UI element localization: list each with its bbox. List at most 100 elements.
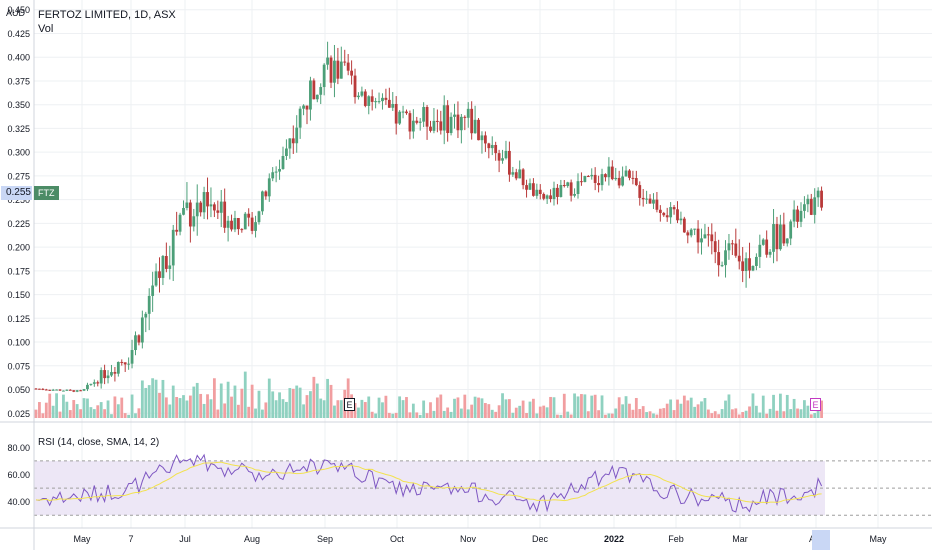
volume-bar bbox=[322, 400, 326, 418]
rsi-band bbox=[34, 460, 825, 516]
candle-body bbox=[391, 103, 395, 108]
volume-bar bbox=[779, 393, 782, 418]
candle-body bbox=[346, 62, 350, 71]
volume-bar bbox=[617, 397, 621, 418]
volume-bar bbox=[538, 406, 542, 418]
volume-bar bbox=[607, 413, 611, 418]
volume-bar bbox=[168, 404, 172, 418]
volume-bar bbox=[456, 397, 460, 418]
volume-bar bbox=[439, 394, 443, 418]
volume-bar bbox=[504, 399, 508, 418]
volume-bar bbox=[477, 397, 480, 418]
volume-bar bbox=[679, 403, 683, 418]
volume-bar bbox=[394, 412, 398, 418]
candle-body bbox=[394, 103, 398, 124]
volume-bar bbox=[161, 379, 165, 418]
symbol-tag: FTZ bbox=[34, 186, 59, 200]
volume-bar bbox=[267, 378, 271, 418]
volume-bar bbox=[734, 408, 738, 418]
candle-body bbox=[147, 295, 151, 314]
volume-bar bbox=[658, 408, 662, 418]
volume-bar bbox=[490, 409, 494, 418]
candle-body bbox=[532, 183, 535, 196]
volume-bar bbox=[580, 394, 583, 418]
candle-body bbox=[360, 91, 364, 96]
volume-bar bbox=[377, 397, 381, 418]
candle-body bbox=[264, 191, 268, 197]
volume-bar bbox=[562, 393, 566, 418]
volume-bar bbox=[621, 404, 625, 418]
volume-bar bbox=[271, 391, 275, 418]
candle-body bbox=[418, 121, 422, 123]
volume-bar bbox=[669, 399, 673, 418]
rsi-ma-line bbox=[35, 461, 822, 504]
volume-bar bbox=[782, 411, 786, 418]
candle-body bbox=[99, 370, 103, 384]
candle-body bbox=[772, 224, 775, 252]
candle-body bbox=[456, 114, 460, 131]
volume-bar bbox=[542, 405, 546, 418]
volume-bar bbox=[144, 387, 148, 418]
volume-bar bbox=[123, 413, 127, 418]
candle-body bbox=[353, 75, 357, 98]
volume-bar bbox=[569, 414, 573, 418]
earnings-upcoming-marker[interactable]: E bbox=[810, 398, 821, 411]
candle-body bbox=[782, 224, 786, 244]
candle-body bbox=[446, 105, 450, 134]
volume-bar bbox=[401, 400, 405, 418]
volume-bar bbox=[134, 413, 137, 418]
price-tick-label: 0.425 bbox=[7, 29, 30, 39]
time-tick-label: Aug bbox=[244, 534, 260, 544]
volume-bar bbox=[333, 405, 336, 418]
grid-lines bbox=[34, 0, 932, 528]
candle-body bbox=[562, 185, 566, 187]
volume-bar bbox=[785, 394, 789, 418]
volume-bar bbox=[243, 371, 247, 418]
volume-bar bbox=[638, 409, 642, 418]
volume-bar bbox=[576, 396, 580, 418]
earnings-event-marker[interactable]: E bbox=[344, 398, 355, 411]
candle-body bbox=[425, 106, 429, 127]
candle-body bbox=[549, 195, 552, 199]
candle-body bbox=[254, 222, 257, 231]
candle-body bbox=[648, 198, 652, 204]
volume-bar bbox=[816, 406, 820, 418]
volume-bar bbox=[727, 394, 731, 418]
candle-body bbox=[717, 252, 721, 266]
volume-bar bbox=[113, 396, 117, 418]
price-tick-label: 0.125 bbox=[7, 314, 30, 324]
volume-bar bbox=[398, 396, 402, 418]
volume-bar bbox=[422, 400, 426, 418]
volume-bar bbox=[425, 413, 429, 418]
candle-body bbox=[202, 192, 206, 213]
volume-bar bbox=[761, 395, 765, 418]
candle-body bbox=[261, 191, 264, 212]
volume-bar bbox=[473, 396, 477, 418]
volume-bar bbox=[188, 395, 192, 418]
candle-body bbox=[765, 239, 769, 255]
candle-body bbox=[199, 202, 203, 213]
volume-bar bbox=[278, 392, 281, 418]
candle-body bbox=[442, 105, 446, 131]
volume-bar bbox=[288, 388, 292, 418]
volume-bar bbox=[418, 414, 422, 418]
volume-bar bbox=[429, 402, 432, 418]
candle-body bbox=[164, 255, 168, 269]
candle-body bbox=[405, 111, 408, 114]
time-tick-label: Sep bbox=[317, 534, 333, 544]
volume-bar bbox=[374, 413, 378, 418]
volume-bar bbox=[357, 407, 360, 418]
volume-bar bbox=[38, 402, 41, 418]
volume-bar bbox=[216, 409, 220, 418]
volume-bar bbox=[751, 393, 755, 418]
candle-body bbox=[219, 201, 223, 213]
volume-bar bbox=[226, 381, 230, 418]
candle-body bbox=[730, 243, 734, 245]
currency-label: AUD bbox=[6, 8, 26, 18]
candle-body bbox=[741, 261, 745, 272]
volume-bar bbox=[185, 400, 189, 418]
candle-body bbox=[422, 106, 426, 122]
candle-body bbox=[62, 390, 65, 392]
volume-bar bbox=[339, 400, 343, 418]
